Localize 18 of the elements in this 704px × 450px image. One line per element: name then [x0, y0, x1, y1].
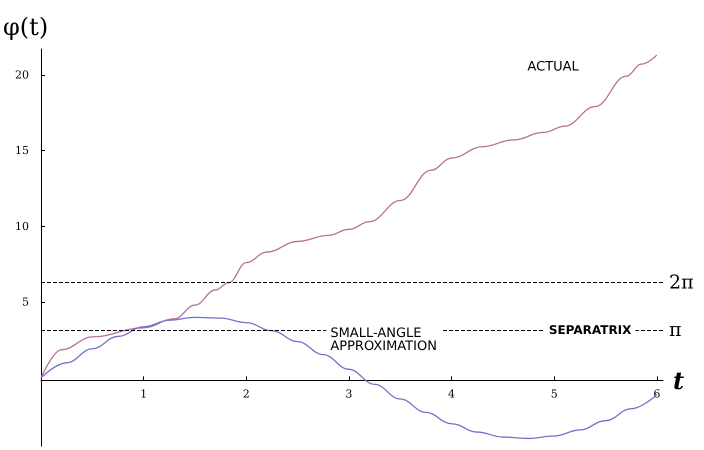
series-label: SMALL-ANGLE APPROXIMATION: [330, 326, 437, 354]
x-tick-label: 2: [242, 387, 250, 400]
ref-line-label: 2π: [669, 272, 694, 294]
text: ACTUAL: [527, 60, 580, 75]
x-tick-label: 5: [550, 387, 558, 400]
y-tick-label: 10: [15, 220, 29, 233]
x-tick-label: 3: [345, 387, 352, 400]
x-axis-title: t: [673, 366, 684, 395]
annotation: SEPARATRIX: [548, 323, 632, 338]
y-tick-label: 15: [15, 144, 29, 158]
x-tick-label: 6: [653, 387, 660, 400]
y-tick-label: 5: [22, 296, 29, 309]
x-tick-label: 4: [448, 387, 456, 400]
ref-line-label: π: [669, 319, 682, 342]
line-series: [40, 54, 658, 378]
y-axis-title: φ(t): [3, 13, 48, 41]
x-tick-label: 1: [140, 387, 148, 400]
y-tick-label: 20: [15, 68, 29, 82]
